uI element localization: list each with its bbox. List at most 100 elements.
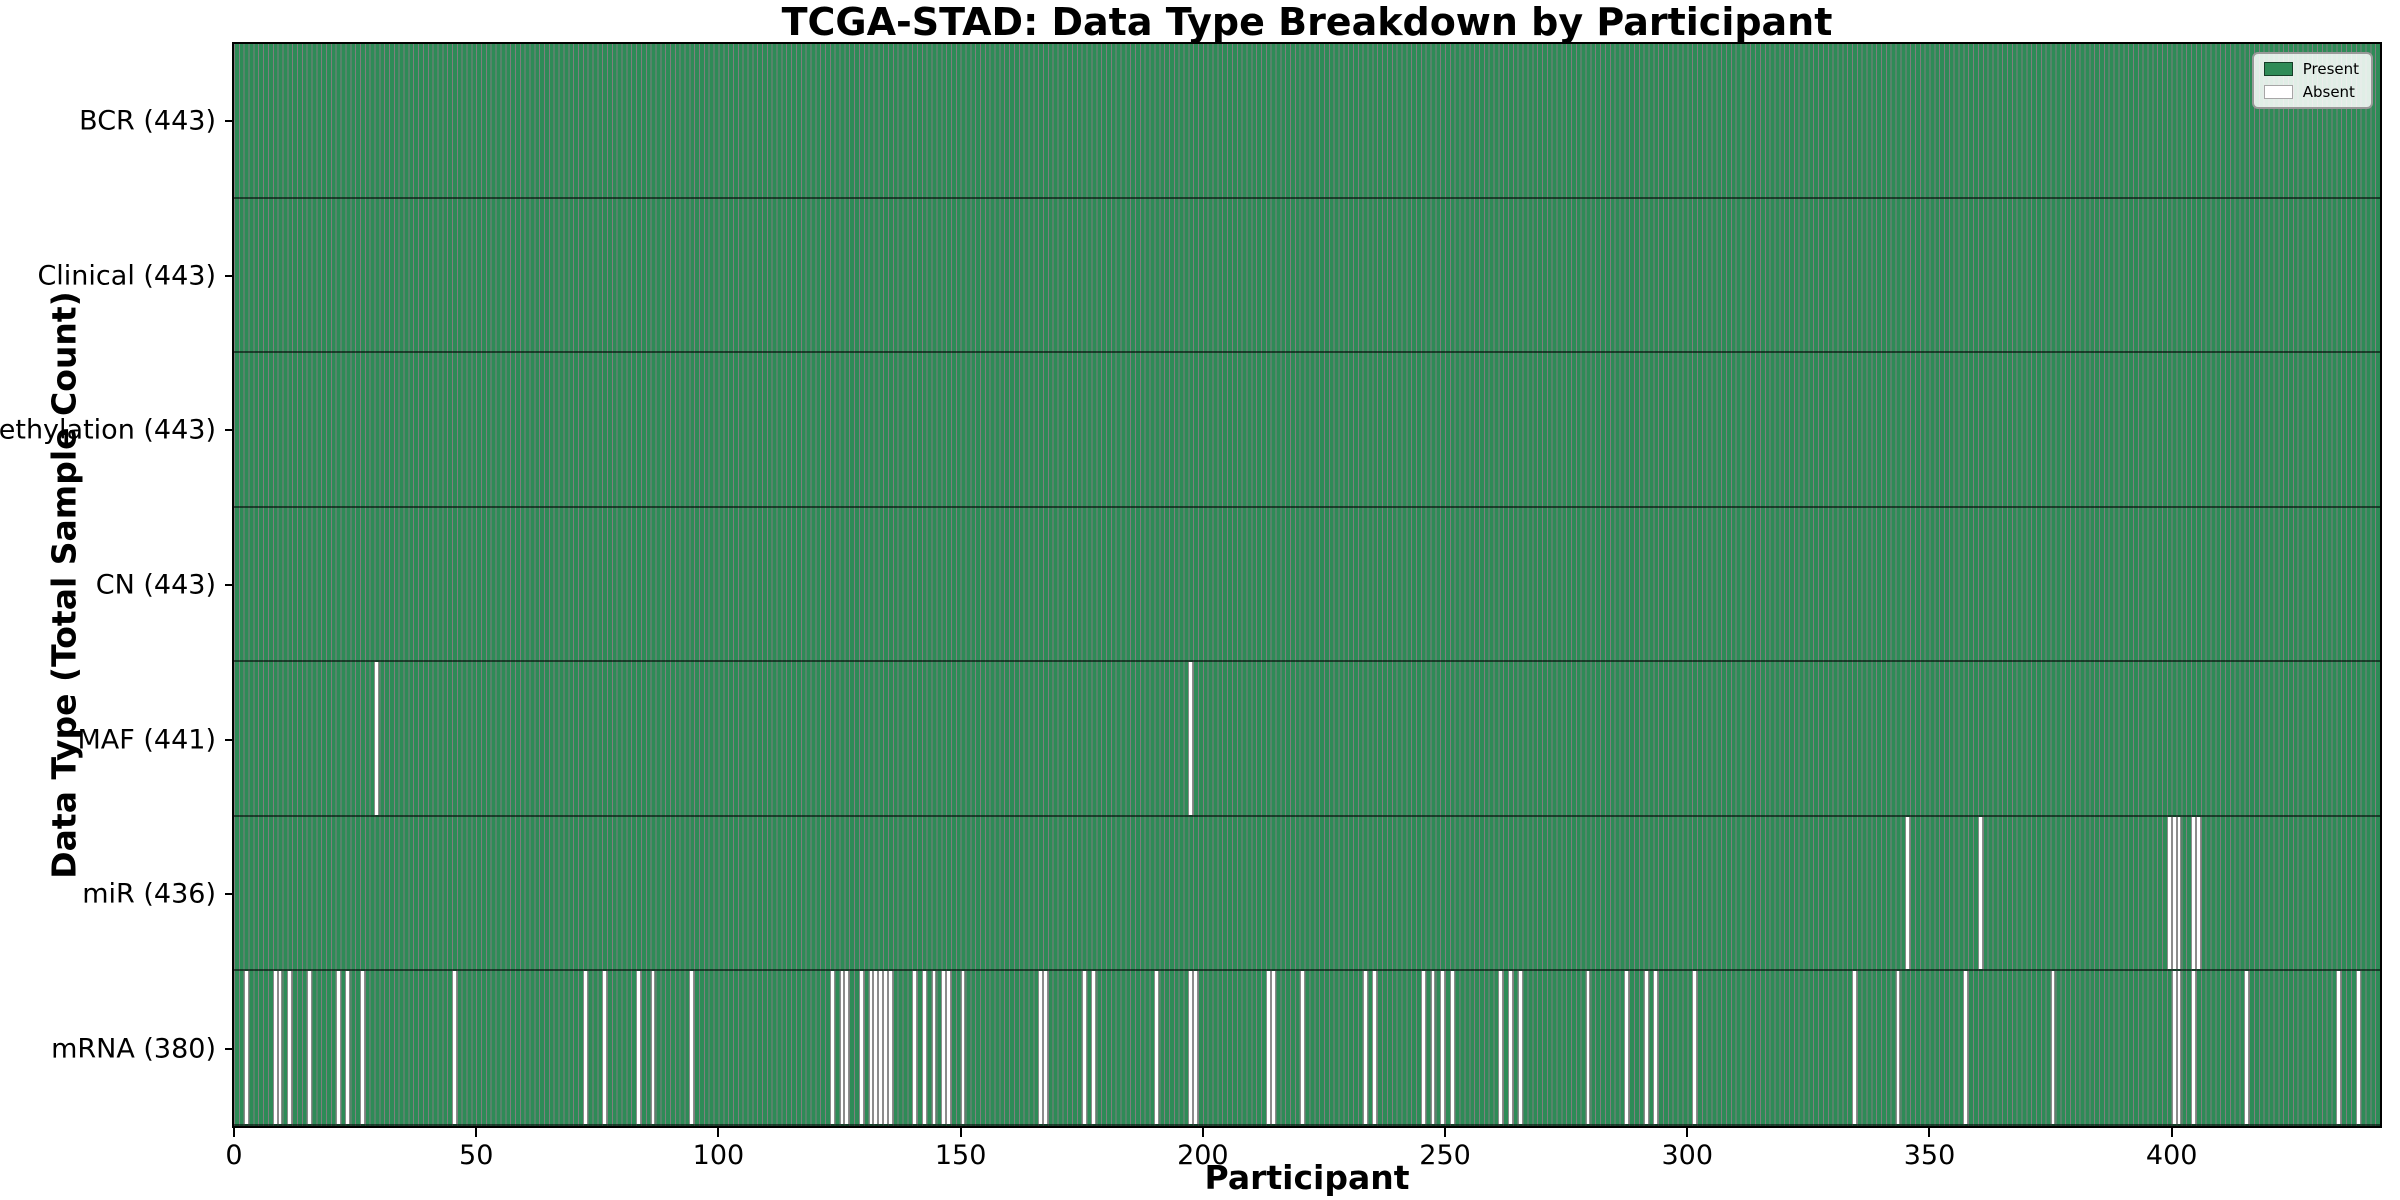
x-tick-label: 350 (1903, 1140, 1956, 1171)
absent-bar (1624, 971, 1630, 1124)
y-tick-label: BCR (443) (79, 105, 216, 137)
y-tick-label: mRNA (380) (51, 1033, 216, 1065)
absent-bar (1643, 971, 1649, 1124)
x-tick (959, 1128, 962, 1137)
x-tick-label: 150 (934, 1140, 987, 1171)
absent-bar (1270, 971, 1276, 1124)
absent-bar (946, 971, 951, 1124)
absent-bar (1188, 662, 1194, 815)
absent-bar (1895, 971, 1901, 1124)
absent-bar (243, 971, 249, 1124)
legend-swatch-present (2263, 62, 2293, 76)
absent-bar (1042, 971, 1048, 1124)
absent-bar (602, 971, 607, 1124)
y-tick (225, 429, 234, 432)
x-tick-label: 200 (1177, 1140, 1229, 1171)
absent-bar (1517, 971, 1523, 1124)
y-tick (225, 120, 234, 123)
absent-bar (844, 971, 850, 1124)
y-axis-ticks: BCR (443) Clinical (443) Methylation (443)… (0, 44, 234, 1126)
absent-bar (451, 971, 457, 1124)
legend-item-absent: Absent (2263, 83, 2359, 101)
y-tick (225, 584, 234, 586)
absent-bar (2195, 816, 2201, 970)
y-tick (225, 893, 234, 896)
absent-bar (2176, 816, 2182, 970)
absent-bar (1963, 971, 1969, 1124)
absent-bar (1420, 971, 1426, 1124)
chart-title: TCGA-STAD: Data Type Breakdown by Partic… (781, 0, 1833, 44)
absent-bar (1372, 971, 1378, 1124)
y-tick (225, 1047, 234, 1050)
absent-bar (941, 971, 947, 1124)
y-tick-label: Clinical (443) (37, 260, 216, 292)
absent-bar (345, 971, 351, 1124)
absent-bar (2191, 971, 2196, 1124)
absent-bar (636, 971, 641, 1124)
absent-bar (1265, 971, 1271, 1124)
x-tick (1201, 1128, 1204, 1137)
row-Methylation (234, 353, 2380, 508)
absent-bar (1692, 971, 1697, 1124)
absent-bar (1362, 971, 1368, 1124)
absent-bar (306, 971, 312, 1124)
absent-bar (883, 971, 888, 1124)
x-tick-label: 250 (1419, 1140, 1471, 1171)
absent-bar (374, 662, 380, 815)
x-tick-label: 50 (459, 1140, 494, 1171)
x-tick (475, 1128, 478, 1137)
absent-bar (1193, 971, 1198, 1124)
absent-bar (2176, 971, 2182, 1124)
absent-bar (839, 971, 845, 1124)
absent-bar (829, 971, 835, 1124)
absent-bar (1430, 971, 1436, 1124)
absent-bar (1498, 971, 1504, 1124)
absent-bar (921, 971, 927, 1124)
absent-bar (1449, 971, 1455, 1124)
absent-bar (650, 971, 656, 1124)
absent-bar (1038, 971, 1043, 1124)
y-tick-label: miR (436) (82, 878, 216, 910)
plot-area: Present Absent (232, 42, 2382, 1128)
absent-bar (277, 971, 283, 1124)
absent-bar (1091, 971, 1097, 1124)
legend-label-absent: Absent (2302, 83, 2355, 101)
x-tick-label: 0 (225, 1140, 243, 1171)
absent-bar (2355, 971, 2361, 1124)
absent-bar (960, 971, 966, 1124)
absent-bar (2166, 816, 2172, 970)
y-tick (225, 738, 234, 741)
absent-bar (689, 971, 695, 1124)
legend-swatch-absent (2263, 85, 2293, 99)
y-tick-label: MAF (441) (77, 724, 216, 756)
x-tick (717, 1128, 720, 1137)
absent-bar (2171, 816, 2177, 970)
y-tick-label: CN (443) (95, 569, 216, 601)
absent-bar (1653, 971, 1659, 1124)
absent-bar (868, 971, 874, 1124)
absent-bar (1851, 971, 1857, 1124)
legend: Present Absent (2251, 52, 2373, 109)
x-tick-label: 400 (2145, 1140, 2198, 1171)
x-tick-label: 300 (1661, 1140, 1714, 1171)
absent-bar (1154, 971, 1160, 1124)
absent-bar (2244, 971, 2250, 1124)
absent-bar (887, 971, 893, 1124)
absent-bar (2191, 816, 2196, 970)
x-tick (1928, 1128, 1931, 1137)
y-tick (225, 274, 234, 277)
row-MAF (234, 662, 2380, 817)
absent-bar (2336, 971, 2342, 1124)
x-axis-label: Participant (1204, 1158, 1410, 1197)
legend-label-present: Present (2302, 60, 2359, 78)
absent-bar (1188, 971, 1194, 1124)
x-axis-ticks: 0 50 100 150 200 250 300 350 400 (225, 1128, 2380, 1171)
absent-bar (1081, 971, 1087, 1124)
absent-bar (2171, 971, 2177, 1124)
absent-bar (878, 971, 884, 1124)
absent-bar (931, 971, 937, 1124)
absent-bar (582, 971, 588, 1124)
legend-item-present: Present (2263, 60, 2359, 78)
absent-bar (335, 971, 341, 1124)
